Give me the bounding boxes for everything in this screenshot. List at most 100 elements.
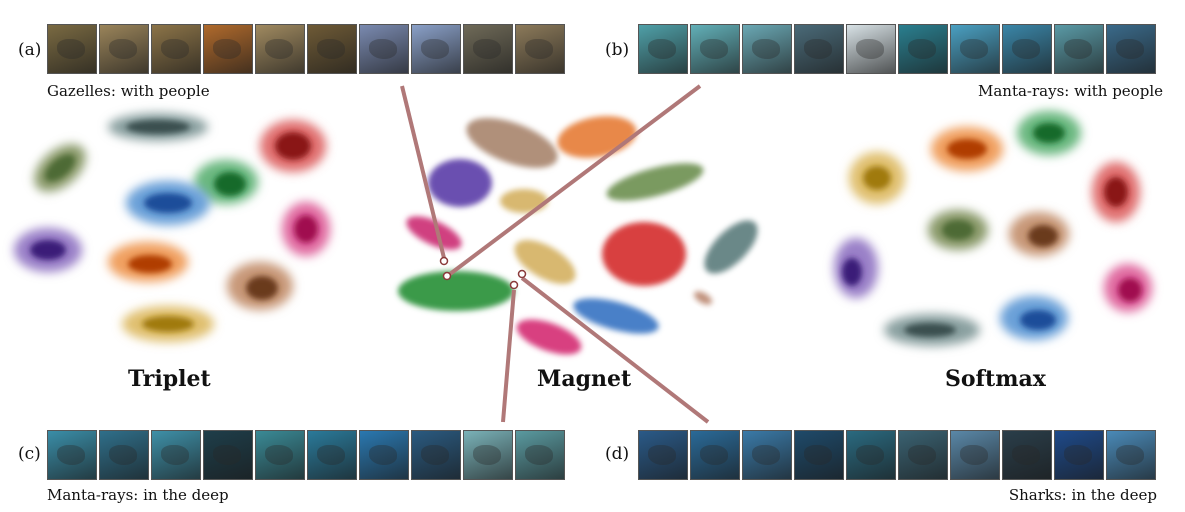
thumbnail-d-3 [742,430,792,480]
cluster-olive-core [45,154,75,182]
softmax-clusters [834,111,1152,346]
thumbnail-c-8 [411,430,461,480]
cluster-brown-small [693,291,713,305]
point-d [517,269,527,279]
thumbnail-d-5 [846,430,896,480]
cluster-gold [500,189,548,213]
thumbnail-b-8 [1002,24,1052,74]
thumbnail-b-3 [742,24,792,74]
cluster-olive [606,163,704,201]
cluster-gold-core [863,166,891,190]
thumbnail-d-6 [898,430,948,480]
cluster-brown-core [1028,225,1058,247]
thumbnail-d-10 [1106,430,1156,480]
cluster-gold-2 [514,240,576,284]
thumbnail-b-1 [638,24,688,74]
thumbnail-c-3 [151,430,201,480]
arrows [400,84,710,424]
thumbnail-b-9 [1054,24,1104,74]
thumbnail-a-8 [411,24,461,74]
arrow-sharks [520,276,710,424]
caption-c: Manta-rays: in the deep [47,486,229,504]
cluster-magenta-2 [516,319,582,355]
thumbnail-strip-c [47,430,565,480]
thumbnail-b-10 [1106,24,1156,74]
thumbnail-a-7 [359,24,409,74]
cluster-orange-core [128,255,172,273]
cluster-magenta-core [1118,278,1142,302]
panel-label-c: (c) [18,444,41,464]
panel-label-d: (d) [605,444,630,464]
thumbnail-c-5 [255,430,305,480]
cluster-blue-core [144,193,192,213]
title-triplet: Triplet [128,366,211,392]
cluster-slate-core [904,323,956,337]
cluster-magenta [406,216,462,250]
cluster-olive-core [942,220,974,240]
thumbnail-d-2 [690,430,740,480]
cluster-magenta-core [294,215,318,243]
thumbnail-c-6 [307,430,357,480]
point-b [442,271,452,281]
cluster-gold-core [142,316,194,332]
thumbnail-a-2 [99,24,149,74]
arrow-gazelles [400,85,446,259]
cluster-orange-core [947,139,987,159]
cluster-slate [704,220,758,274]
arrow-manta-deep [501,289,516,423]
thumbnail-a-6 [307,24,357,74]
thumbnail-b-2 [690,24,740,74]
thumbnail-a-10 [515,24,565,74]
thumbnail-d-8 [1002,430,1052,480]
triplet-clusters [14,113,330,342]
thumbnail-d-1 [638,430,688,480]
thumbnail-b-4 [794,24,844,74]
thumbnail-b-7 [950,24,1000,74]
title-softmax: Softmax [945,366,1046,392]
thumbnail-d-9 [1054,430,1104,480]
cluster-blue-core [1020,310,1056,330]
thumbnail-strip-a [47,24,565,74]
cluster-purple-core [842,258,862,286]
thumbnail-d-4 [794,430,844,480]
cluster-blue [573,298,659,334]
cluster-brown [466,118,558,168]
thumbnail-c-10 [515,430,565,480]
thumbnail-strip-d [638,430,1156,480]
cluster-purple [428,159,492,207]
caption-b: Manta-rays: with people [978,82,1163,100]
caption-d: Sharks: in the deep [1008,486,1157,504]
magnet-clusters [398,116,758,355]
panel-label-b: (b) [605,40,630,60]
thumbnail-strip-b [638,24,1156,74]
cluster-red [602,222,686,286]
thumbnail-b-6 [898,24,948,74]
thumbnail-a-3 [151,24,201,74]
cluster-red-core [1104,177,1128,207]
thumbnail-b-5 [846,24,896,74]
thumbnail-d-7 [950,430,1000,480]
cluster-slate-core [126,120,190,134]
thumbnail-a-9 [463,24,513,74]
cluster-green-core [214,172,246,196]
cluster-red-core [275,132,311,160]
cluster-brown-core [246,276,278,300]
cluster-purple-core [30,240,66,260]
panel-label-a: (a) [18,40,42,60]
thumbnail-c-7 [359,430,409,480]
cluster-green-core [1033,123,1065,143]
point-a [439,256,449,266]
thumbnail-a-4 [203,24,253,74]
cluster-green [398,271,514,311]
title-magnet: Magnet [537,366,632,392]
arrow-manta-people [448,84,702,276]
thumbnail-a-1 [47,24,97,74]
caption-a: Gazelles: with people [47,82,210,100]
thumbnail-c-2 [99,430,149,480]
thumbnail-c-9 [463,430,513,480]
cluster-orange [557,116,637,158]
thumbnail-a-5 [255,24,305,74]
point-c [509,280,519,290]
thumbnail-c-4 [203,430,253,480]
